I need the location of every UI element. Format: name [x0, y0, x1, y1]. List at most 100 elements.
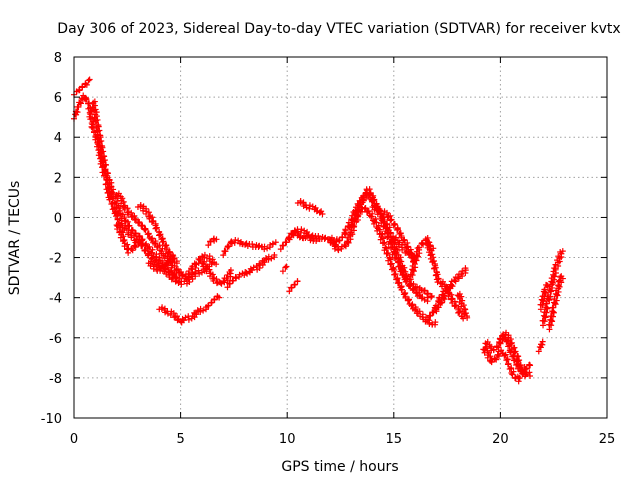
data-point — [94, 128, 101, 135]
data-point — [426, 313, 433, 320]
y-tick-label: -4 — [49, 292, 62, 307]
data-point — [502, 352, 509, 359]
data-point — [179, 315, 186, 322]
data-point — [138, 222, 145, 229]
y-axis-label: SDTVAR / TECUs — [7, 181, 23, 296]
data-point — [459, 268, 466, 275]
data-point — [539, 338, 546, 345]
y-tick-label: -8 — [49, 372, 62, 387]
data-point — [279, 242, 286, 249]
data-point — [83, 96, 90, 103]
y-tick-label: 0 — [54, 211, 62, 226]
data-point — [527, 362, 534, 369]
data-point — [167, 312, 174, 319]
data-point — [378, 210, 385, 217]
data-point — [79, 84, 86, 91]
data-point — [516, 374, 523, 381]
data-point — [541, 286, 548, 293]
data-point — [136, 233, 143, 240]
data-point — [231, 239, 238, 246]
series-trace-f — [134, 202, 180, 267]
data-point — [390, 233, 397, 240]
data-point — [82, 81, 89, 88]
data-point — [205, 302, 212, 309]
series-trace-p — [286, 278, 301, 295]
data-point — [345, 222, 352, 229]
data-point — [243, 240, 250, 247]
data-point — [224, 243, 231, 250]
data-point — [256, 260, 263, 267]
data-point — [557, 249, 564, 256]
data-point — [160, 264, 167, 271]
series-trace-aa — [437, 278, 467, 322]
series-trace-c — [89, 98, 183, 282]
data-point — [559, 248, 566, 255]
data-point — [518, 368, 525, 375]
data-point — [205, 242, 212, 249]
data-point — [392, 254, 399, 261]
data-point — [399, 246, 406, 253]
data-point — [491, 356, 498, 363]
data-point — [309, 203, 316, 210]
data-point — [401, 236, 408, 243]
data-point — [156, 232, 163, 239]
data-point — [178, 281, 185, 288]
data-point — [174, 265, 181, 272]
data-point — [178, 272, 185, 279]
data-point — [195, 267, 202, 274]
data-point — [510, 368, 517, 375]
y-tick-label: -6 — [49, 332, 62, 347]
data-point — [128, 246, 135, 253]
data-point — [549, 304, 556, 311]
chart-title: Day 306 of 2023, Sidereal Day-to-day VTE… — [57, 21, 620, 37]
data-point — [202, 306, 209, 313]
data-point — [288, 284, 295, 291]
data-point — [370, 196, 377, 203]
data-point — [113, 198, 120, 205]
series-trace-ah — [546, 273, 566, 333]
series-trace-ac — [480, 344, 534, 385]
data-point — [99, 153, 106, 160]
data-point — [171, 314, 178, 321]
data-point — [148, 249, 155, 256]
data-point — [120, 203, 127, 210]
series-trace-l — [224, 251, 278, 291]
data-point — [391, 221, 398, 228]
data-point — [236, 273, 242, 280]
data-point — [136, 218, 143, 225]
data-point — [407, 271, 414, 278]
data-point — [400, 237, 407, 244]
data-point — [338, 245, 345, 252]
data-point — [410, 285, 417, 292]
data-point — [388, 216, 395, 223]
axis-ticks: 0 5 10 15 20 25 -10 -8 -6 -4 -2 0 2 4 6 8 — [41, 51, 616, 447]
data-point — [352, 211, 359, 218]
data-point — [505, 360, 512, 367]
data-point — [282, 264, 289, 271]
data-point — [174, 317, 181, 324]
data-point — [170, 253, 177, 260]
data-point — [168, 276, 175, 283]
series-trace-k — [220, 236, 279, 259]
data-point — [106, 196, 113, 203]
data-point — [135, 219, 142, 226]
data-point — [91, 102, 98, 109]
data-point — [368, 213, 375, 220]
data-point — [182, 314, 189, 321]
data-point — [398, 233, 405, 240]
data-point — [145, 245, 152, 252]
data-point — [303, 204, 310, 211]
data-point — [266, 244, 273, 251]
data-point — [208, 299, 215, 306]
data-point — [145, 252, 152, 259]
data-point — [101, 162, 108, 169]
series-trace-j — [205, 235, 220, 249]
data-point — [391, 271, 398, 278]
data-point — [433, 308, 440, 315]
data-point — [408, 302, 415, 309]
data-point — [434, 279, 441, 286]
data-point — [411, 307, 418, 314]
data-point — [494, 351, 501, 358]
series-trace-v — [390, 234, 420, 264]
data-point — [151, 240, 158, 247]
